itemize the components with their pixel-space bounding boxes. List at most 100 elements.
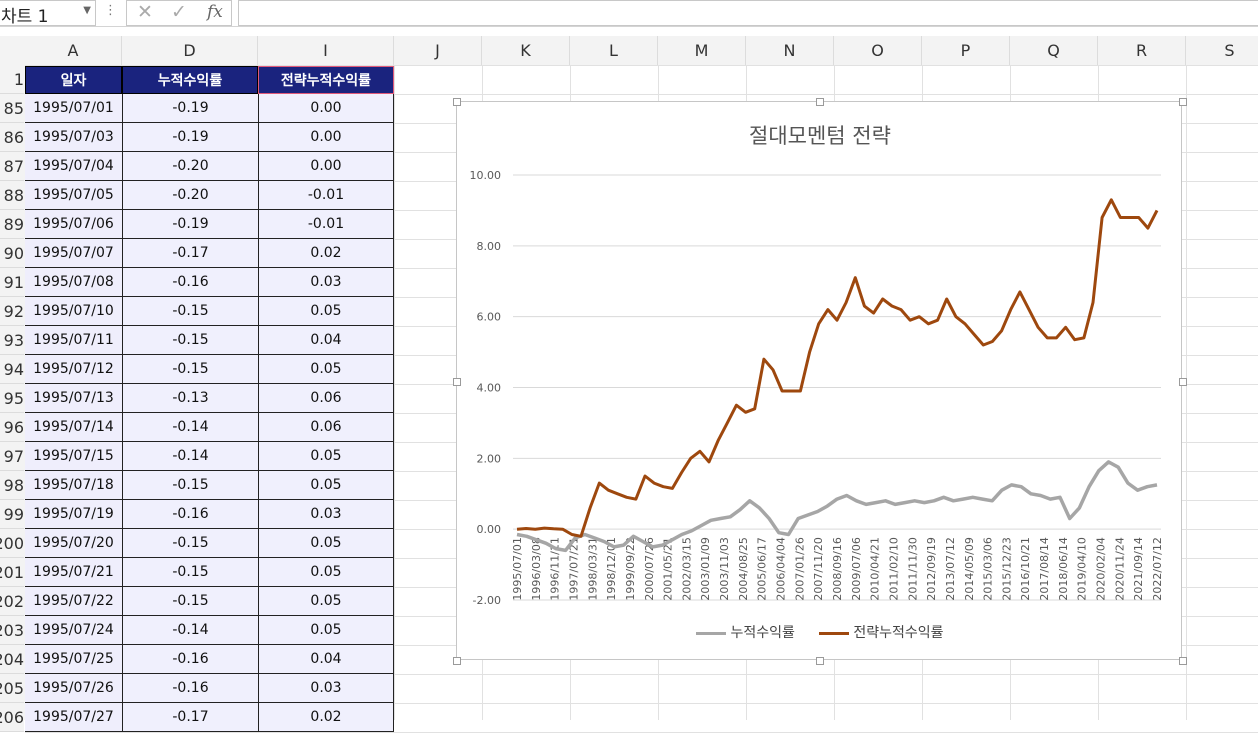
fx-icon[interactable]: fx	[207, 2, 223, 22]
row-header-96[interactable]: 96	[0, 413, 24, 442]
cell-date[interactable]: 1995/07/15	[25, 442, 122, 471]
cell-strategy-return[interactable]: 0.03	[258, 500, 394, 529]
cell-cum-return[interactable]: -0.13	[122, 384, 258, 413]
chevron-down-icon[interactable]: ▼	[83, 5, 91, 16]
x-icon[interactable]: ✕	[137, 1, 153, 23]
column-header-M[interactable]: M	[658, 36, 746, 65]
chart-legend[interactable]: 누적수익률 전략누적수익률	[457, 622, 1183, 642]
cell-strategy-return[interactable]: 0.05	[258, 471, 394, 500]
resize-handle[interactable]	[816, 98, 824, 106]
cell-cum-return[interactable]: -0.16	[122, 268, 258, 297]
row-header-205[interactable]: 205	[0, 674, 24, 703]
cell-strategy-return[interactable]: 0.05	[258, 616, 394, 645]
row-header-93[interactable]: 93	[0, 326, 24, 355]
cell-cum-return[interactable]: -0.15	[122, 529, 258, 558]
line-chart[interactable]: -2.00 0.00 2.00 4.00 6.00 8.00 10.00 1995/07/01…	[457, 102, 1183, 622]
cell-date[interactable]: 1995/07/04	[25, 152, 122, 181]
cell-cum-return[interactable]: -0.19	[122, 210, 258, 239]
cell-strategy-return[interactable]: 0.04	[258, 645, 394, 674]
cell-strategy-return[interactable]: 0.00	[258, 152, 394, 181]
chart-object[interactable]: 절대모멘텀 전략 -2.00 0.00 2.00 4.00 6.00 8.00 10.00 1…	[456, 101, 1182, 660]
row-header-204[interactable]: 204	[0, 645, 24, 674]
row-header-92[interactable]: 92	[0, 297, 24, 326]
column-header-J[interactable]: J	[394, 36, 482, 65]
cell-cum-return[interactable]: -0.19	[122, 123, 258, 152]
more-vertical-icon[interactable]: ⋮	[104, 3, 117, 18]
row-header-1[interactable]: 1	[0, 65, 24, 94]
cell-date[interactable]: 1995/07/03	[25, 123, 122, 152]
cell-date[interactable]: 1995/07/14	[25, 413, 122, 442]
resize-handle[interactable]	[453, 98, 461, 106]
cell-strategy-return[interactable]: 0.05	[258, 558, 394, 587]
row-header-85[interactable]: 85	[0, 94, 24, 123]
row-header-200[interactable]: 200	[0, 529, 24, 558]
cell-date[interactable]: 1995/07/27	[25, 703, 122, 732]
header-cell-date[interactable]: 일자	[25, 66, 122, 94]
header-cell-cum-return[interactable]: 누적수익률	[122, 66, 258, 94]
cell-cum-return[interactable]: -0.20	[122, 181, 258, 210]
row-header-86[interactable]: 86	[0, 123, 24, 152]
row-header-206[interactable]: 206	[0, 703, 24, 732]
row-header-97[interactable]: 97	[0, 442, 24, 471]
cell-date[interactable]: 1995/07/06	[25, 210, 122, 239]
cell-strategy-return[interactable]: 0.05	[258, 529, 394, 558]
cell-strategy-return[interactable]: 0.05	[258, 442, 394, 471]
resize-handle[interactable]	[1179, 98, 1187, 106]
cell-strategy-return[interactable]: 0.04	[258, 326, 394, 355]
cell-strategy-return[interactable]: 0.03	[258, 268, 394, 297]
check-icon[interactable]: ✓	[171, 1, 187, 23]
cell-date[interactable]: 1995/07/08	[25, 268, 122, 297]
cell-date[interactable]: 1995/07/20	[25, 529, 122, 558]
header-cell-strategy-return[interactable]: 전략누적수익률	[258, 66, 394, 94]
column-header-A[interactable]: A	[25, 36, 122, 65]
cell-date[interactable]: 1995/07/24	[25, 616, 122, 645]
row-header-91[interactable]: 91	[0, 268, 24, 297]
column-header-I[interactable]: I	[258, 36, 394, 65]
cell-strategy-return[interactable]: -0.01	[258, 210, 394, 239]
resize-handle[interactable]	[816, 657, 824, 665]
resize-handle[interactable]	[1179, 657, 1187, 665]
row-header-203[interactable]: 203	[0, 616, 24, 645]
cell-cum-return[interactable]: -0.15	[122, 297, 258, 326]
cell-strategy-return[interactable]: 0.00	[258, 123, 394, 152]
row-header-88[interactable]: 88	[0, 181, 24, 210]
row-header-202[interactable]: 202	[0, 587, 24, 616]
cell-cum-return[interactable]: -0.17	[122, 239, 258, 268]
row-header-87[interactable]: 87	[0, 152, 24, 181]
row-header-98[interactable]: 98	[0, 471, 24, 500]
cell-cum-return[interactable]: -0.17	[122, 703, 258, 732]
cell-strategy-return[interactable]: 0.02	[258, 703, 394, 732]
row-header-95[interactable]: 95	[0, 384, 24, 413]
cell-date[interactable]: 1995/07/05	[25, 181, 122, 210]
cell-date[interactable]: 1995/07/26	[25, 674, 122, 703]
formula-input[interactable]	[238, 0, 1258, 26]
cell-date[interactable]: 1995/07/11	[25, 326, 122, 355]
name-box[interactable]: 차트 1 ▼	[0, 0, 96, 27]
column-header-R[interactable]: R	[1098, 36, 1186, 65]
resize-handle[interactable]	[1179, 377, 1187, 386]
cell-date[interactable]: 1995/07/01	[25, 94, 122, 123]
column-header-Q[interactable]: Q	[1010, 36, 1098, 65]
row-header-94[interactable]: 94	[0, 355, 24, 384]
cell-strategy-return[interactable]: 0.05	[258, 297, 394, 326]
cell-date[interactable]: 1995/07/21	[25, 558, 122, 587]
cell-cum-return[interactable]: -0.14	[122, 616, 258, 645]
column-header-P[interactable]: P	[922, 36, 1010, 65]
resize-handle[interactable]	[453, 657, 461, 665]
cell-strategy-return[interactable]: 0.05	[258, 587, 394, 616]
cell-strategy-return[interactable]: -0.01	[258, 181, 394, 210]
cell-date[interactable]: 1995/07/12	[25, 355, 122, 384]
cell-cum-return[interactable]: -0.16	[122, 645, 258, 674]
chart-title[interactable]: 절대모멘텀 전략	[749, 124, 891, 148]
row-header-201[interactable]: 201	[0, 558, 24, 587]
resize-handle[interactable]	[453, 377, 461, 386]
cell-strategy-return[interactable]: 0.00	[258, 94, 394, 123]
column-header-D[interactable]: D	[122, 36, 258, 65]
cell-cum-return[interactable]: -0.15	[122, 326, 258, 355]
cell-cum-return[interactable]: -0.20	[122, 152, 258, 181]
cell-date[interactable]: 1995/07/25	[25, 645, 122, 674]
cell-date[interactable]: 1995/07/10	[25, 297, 122, 326]
cell-date[interactable]: 1995/07/07	[25, 239, 122, 268]
column-header-L[interactable]: L	[570, 36, 658, 65]
cell-date[interactable]: 1995/07/13	[25, 384, 122, 413]
